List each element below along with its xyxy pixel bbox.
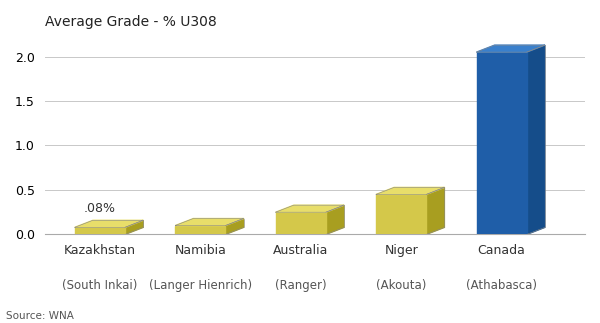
Text: (Akouta): (Akouta) bbox=[376, 279, 427, 292]
Text: (Athabasca): (Athabasca) bbox=[466, 279, 537, 292]
Text: (South Inkai): (South Inkai) bbox=[62, 279, 137, 292]
Polygon shape bbox=[275, 212, 326, 234]
Polygon shape bbox=[125, 220, 143, 234]
Polygon shape bbox=[326, 205, 344, 234]
Polygon shape bbox=[226, 219, 244, 234]
Text: (Ranger): (Ranger) bbox=[275, 279, 326, 292]
Text: Average Grade - % U308: Average Grade - % U308 bbox=[45, 15, 217, 29]
Polygon shape bbox=[427, 187, 445, 234]
Polygon shape bbox=[527, 45, 545, 234]
Polygon shape bbox=[175, 219, 244, 225]
Polygon shape bbox=[175, 225, 226, 234]
Text: (Langer Hienrich): (Langer Hienrich) bbox=[149, 279, 252, 292]
Text: Source: WNA: Source: WNA bbox=[6, 311, 74, 321]
Polygon shape bbox=[476, 52, 527, 234]
Text: .08%: .08% bbox=[84, 202, 116, 215]
Polygon shape bbox=[275, 205, 344, 212]
Polygon shape bbox=[75, 220, 143, 227]
Polygon shape bbox=[376, 187, 445, 194]
Polygon shape bbox=[376, 194, 427, 234]
Polygon shape bbox=[476, 45, 545, 52]
Polygon shape bbox=[75, 227, 125, 234]
